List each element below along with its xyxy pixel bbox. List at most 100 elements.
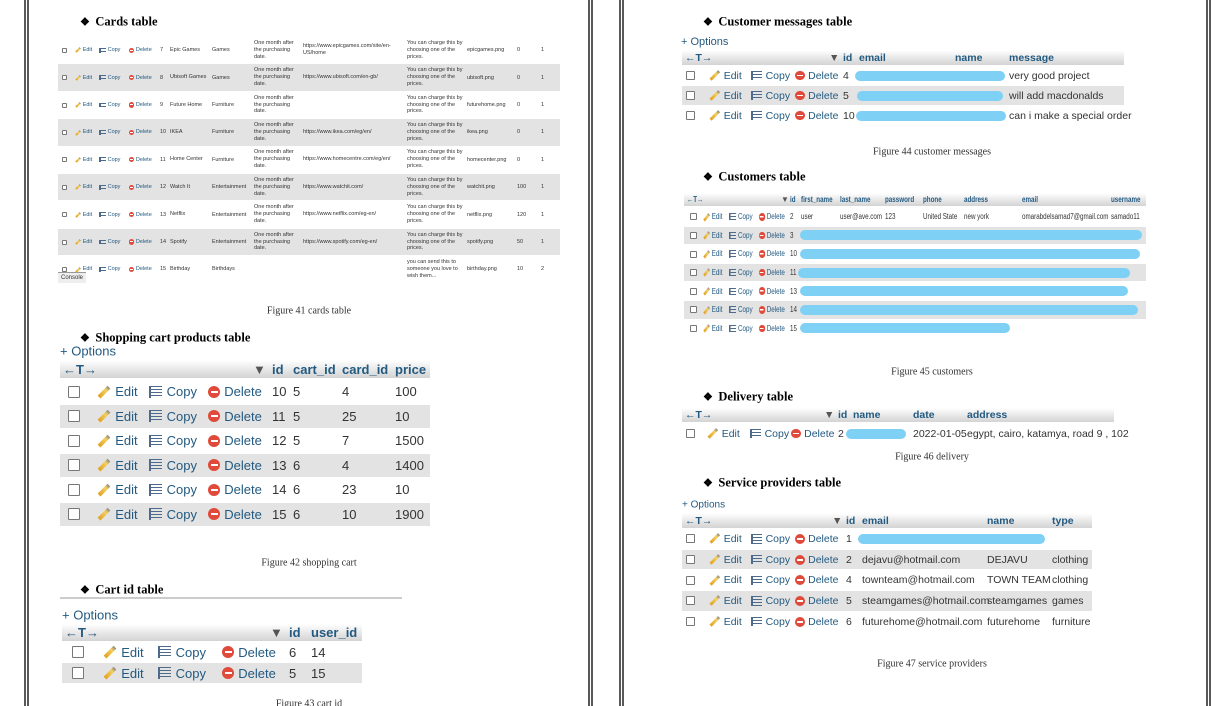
edit-link: Edit — [97, 405, 137, 429]
delete-link: Delete — [795, 86, 838, 105]
row-checkbox — [686, 617, 695, 627]
table-cell: furniture — [1052, 615, 1091, 628]
table-cell: https://www.homecentre.com/eg/en/ — [303, 156, 391, 163]
table-cell: Furniture — [212, 156, 235, 163]
edit-link: Edit — [75, 201, 92, 227]
row-checkbox — [690, 287, 697, 295]
table-cell: 14 — [790, 305, 797, 315]
table-cell: One month after the purchasing date. — [254, 149, 294, 170]
table-cell: 4 — [846, 574, 852, 587]
table-cell: 10 — [843, 109, 855, 122]
delete-link: Delete — [129, 64, 152, 90]
table-cell: 0 — [517, 47, 521, 54]
table-cell: 2 — [541, 266, 545, 273]
table-cell: 25 — [342, 408, 357, 424]
column-header: date — [913, 409, 935, 421]
edit-link: Edit — [709, 86, 742, 105]
section-heading: Cart id table — [80, 583, 163, 598]
delete-link: Delete — [795, 529, 838, 549]
table-cell: 123 — [885, 212, 896, 222]
table-cell: 13 — [272, 457, 287, 473]
delete-link: Delete — [795, 550, 838, 570]
table-cell: 2 — [846, 553, 852, 566]
column-header: email — [1022, 195, 1038, 204]
table-cell: 14 — [272, 482, 287, 498]
table-cell: egypt, cairo, katamya, road 9 , 102 — [967, 427, 1129, 440]
table-cell: 10 — [395, 482, 410, 498]
figure-caption: Figure 42 shopping cart — [261, 557, 357, 569]
delete-link: Delete — [208, 380, 262, 404]
table-cell: 10 — [517, 266, 524, 273]
table-header — [60, 360, 430, 378]
table-cell: 11 — [790, 268, 797, 278]
delete-link: Delete — [795, 66, 838, 85]
edit-link: Edit — [103, 642, 143, 662]
table-cell: 5 — [846, 594, 852, 607]
delete-link: Delete — [208, 503, 262, 527]
table-cell: One month after the purchasing date. — [254, 94, 294, 115]
table-cell: 5 — [293, 384, 301, 400]
table-cell: One month after the purchasing date. — [254, 67, 294, 88]
table-cell: 10 — [395, 408, 410, 424]
copy-link: Copy — [99, 201, 121, 227]
delete-link: Delete — [759, 264, 785, 282]
delete-link: Delete — [129, 92, 152, 118]
table-cell: 2022-01-05 — [913, 427, 967, 440]
delete-link: Delete — [759, 301, 785, 319]
edit-link: Edit — [103, 663, 143, 683]
table-cell: Epic Games — [170, 46, 200, 53]
table-cell: Entertainment — [212, 184, 247, 191]
copy-link: Copy — [99, 119, 121, 145]
edit-link: Edit — [75, 256, 92, 282]
table-cell: DEJAVU — [987, 553, 1028, 566]
column-header: password — [885, 195, 915, 204]
delete-link: Delete — [129, 201, 152, 227]
row-checkbox — [68, 434, 80, 447]
column-header: id — [272, 361, 284, 377]
column-header: id — [846, 514, 856, 527]
table-cell: clothing — [1052, 553, 1089, 566]
table-cell: 10 — [342, 506, 357, 522]
copy-link: Copy — [729, 245, 753, 263]
table-cell: 14 — [160, 238, 167, 245]
table-cell: Games — [212, 74, 230, 81]
table-header — [682, 408, 1114, 422]
table-cell: 50 — [517, 238, 524, 245]
row-checkbox — [62, 266, 67, 272]
table-cell: omarabdelsamad7@gmail.com — [1022, 212, 1109, 222]
edit-link: Edit — [709, 66, 742, 85]
section-heading: Service providers table — [703, 476, 841, 491]
table-cell: Birthdays — [212, 266, 235, 273]
figure-caption: Figure 44 customer messages — [872, 146, 992, 158]
table-cell: One month after the purchasing date. — [254, 39, 294, 60]
edit-link: Edit — [709, 529, 742, 549]
edit-link: Edit — [75, 147, 92, 173]
column-header: last_name — [840, 195, 871, 204]
table-cell: https://www.ikea.com/eg/en/ — [303, 128, 372, 135]
table-cell: samado11 — [1111, 212, 1140, 222]
table-cell: 11 — [160, 156, 166, 163]
edit-link: Edit — [75, 174, 92, 200]
copy-link: Copy — [99, 64, 121, 90]
header-nav: ←T→ — [685, 51, 713, 64]
row-checkbox — [62, 102, 67, 108]
column-header: id — [838, 409, 848, 421]
table-cell: https://www.ubisoft.com/en-gb/ — [303, 74, 378, 81]
table-cell: Entertainment — [212, 211, 247, 218]
row-checkbox — [686, 534, 695, 544]
copy-link: Copy — [729, 208, 753, 226]
table-cell: 0 — [517, 74, 521, 81]
table-cell: You can charge this by choosing one of t… — [407, 39, 463, 60]
copy-link: Copy — [751, 591, 791, 611]
delete-link: Delete — [791, 424, 834, 443]
table-cell: Birthday — [170, 265, 191, 272]
table-cell: Furniture — [212, 101, 235, 108]
row-checkbox — [690, 231, 697, 239]
table-cell: you can send this to someone you love to… — [407, 259, 458, 279]
table-cell: 15 — [790, 323, 797, 333]
edit-link: Edit — [97, 503, 137, 527]
row-checkbox — [690, 213, 697, 221]
table-cell: futurehome@hotmail.com — [862, 615, 983, 628]
column-header: name — [853, 409, 881, 421]
table-cell: futurehome.png — [467, 101, 506, 108]
